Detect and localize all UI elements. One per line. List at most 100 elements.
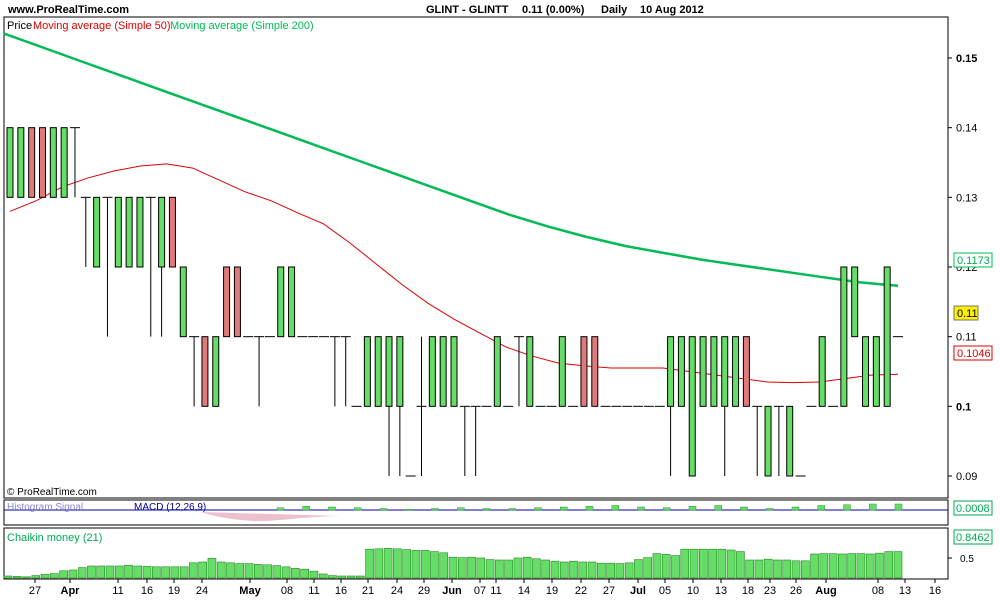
chaikin-badge — [953, 529, 993, 545]
chaikin-bar — [87, 565, 96, 579]
candle-body — [721, 336, 729, 407]
x-tick-label: 14 — [518, 585, 530, 597]
x-tick-label: Aug — [815, 585, 836, 597]
chaikin-bar — [773, 559, 782, 579]
candle-body — [580, 336, 588, 407]
chaikin-bar — [328, 575, 337, 579]
chart-header: www.ProRealTime.com GLINT - GLINTT 0.11 … — [7, 4, 704, 16]
candle-body — [125, 196, 133, 268]
chaikin-bar — [513, 557, 523, 579]
chaikin-bar — [281, 566, 291, 579]
macd-label: MACD (12,26,9) — [134, 502, 206, 513]
legend-ma200: Moving average (Simple 200) — [170, 20, 314, 32]
chaikin-bar — [365, 548, 374, 579]
chaikin-bar — [355, 575, 365, 579]
chaikin-bar — [430, 551, 439, 579]
chaikin-bar — [189, 562, 198, 579]
chaikin-bar — [337, 575, 347, 579]
x-tick-label: 13 — [715, 585, 727, 597]
macd-bar — [766, 508, 774, 511]
macd-bar — [560, 506, 568, 511]
chaikin-bar — [754, 559, 764, 579]
macd-bar — [714, 505, 722, 511]
chaikin-value: 0.8462 — [956, 532, 990, 544]
candle-body — [493, 336, 501, 407]
chaikin-bar — [661, 554, 671, 579]
macd-bar — [431, 508, 439, 511]
chaikin-bar — [68, 569, 78, 579]
y-tick-label: 0.11 — [956, 332, 977, 344]
value-badges: 0.1173 0.11 0.1046 — [953, 252, 993, 361]
chaikin-bar — [31, 575, 41, 579]
candle-body — [277, 266, 285, 338]
chaikin-bar — [244, 563, 254, 579]
chaikin-bar — [791, 560, 801, 579]
macd-bar — [405, 509, 413, 511]
candle-body — [28, 127, 36, 198]
x-tick-label: 16 — [335, 585, 347, 597]
ma200-line — [3, 32, 899, 288]
chaikin-bar — [726, 549, 736, 579]
instrument-title: GLINT - GLINTT — [426, 4, 509, 16]
ma200-last-value: 0.1173 — [957, 255, 990, 267]
chaikin-bar — [485, 559, 495, 579]
chaikin-bar — [467, 556, 476, 579]
chaikin-bar — [216, 561, 226, 579]
candle-body — [288, 266, 296, 338]
chaikin-bar — [254, 564, 263, 579]
candle-body — [862, 336, 870, 407]
chaikin-bar — [689, 548, 699, 579]
chaikin-bar — [782, 559, 792, 579]
chaikin-bar — [374, 548, 384, 579]
candle-body — [818, 336, 826, 407]
chaikin-bar — [383, 548, 393, 579]
macd-panel-frame — [3, 499, 949, 526]
x-tick-label: 27 — [603, 585, 615, 597]
price-last-value: 0.11 — [957, 308, 978, 320]
candle-body — [6, 127, 14, 198]
macd-bar — [869, 503, 877, 511]
macd-histogram — [276, 503, 903, 511]
chaikin-bar — [114, 565, 124, 579]
chaikin-bar — [272, 565, 282, 579]
legend-price: Price — [7, 20, 32, 32]
chaikin-bar — [699, 548, 708, 579]
chaikin-bar — [309, 570, 319, 579]
y-tick-label: 0.14 — [956, 123, 977, 135]
chaikin-bar — [476, 557, 486, 579]
site-label[interactable]: www.ProRealTime.com — [7, 4, 129, 16]
x-tick-label: 16 — [929, 585, 941, 597]
macd-obscured-label: Histogram Signal — [7, 502, 83, 513]
candlestick-series — [6, 127, 903, 477]
macd-area — [200, 512, 340, 521]
chaikin-bar — [578, 561, 588, 579]
date-axis: 27 Apr 11 16 19 24 May 08 11 16 21 24 29 Jun 07 11 14 19 2… — [29, 579, 941, 597]
candle-body — [201, 336, 209, 407]
chaikin-bar — [856, 553, 866, 579]
candle-body — [872, 336, 880, 407]
ma50-last-value: 0.1046 — [957, 348, 991, 360]
chaikin-bar — [457, 557, 467, 579]
candle-body — [93, 196, 101, 268]
chaikin-bar — [161, 566, 170, 579]
candle-body — [851, 266, 859, 338]
chaikin-bar — [532, 558, 541, 579]
chaikin-bar — [300, 568, 309, 579]
chaikin-bar — [346, 575, 356, 579]
chaikin-bar — [606, 562, 615, 579]
macd-bar — [328, 506, 336, 511]
chaikin-bar — [59, 570, 68, 579]
x-tick-label: 07 — [474, 585, 486, 597]
macd-bar — [894, 503, 903, 511]
candle-body — [439, 336, 447, 407]
x-tick-label: 10 — [687, 585, 699, 597]
x-tick-label: 27 — [29, 585, 41, 597]
chaikin-tick-label: 0.5 — [960, 554, 974, 565]
macd-bar — [663, 507, 671, 511]
chaikin-bar — [40, 574, 50, 579]
chaikin-bar — [800, 560, 810, 579]
candle-body — [60, 127, 68, 198]
candle-body — [374, 336, 382, 407]
candle-body — [223, 266, 231, 338]
macd-bar — [302, 506, 310, 511]
